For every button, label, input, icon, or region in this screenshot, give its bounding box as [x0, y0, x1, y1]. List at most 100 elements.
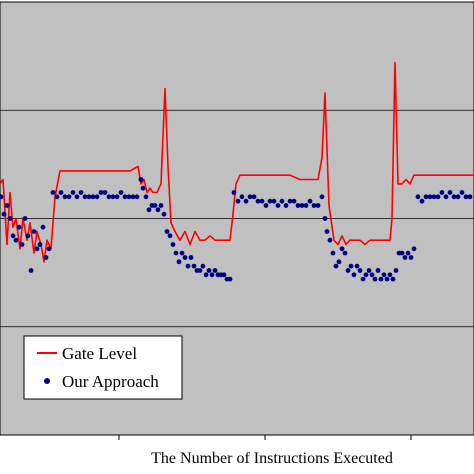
data-point-our-approach [411, 246, 417, 252]
data-point-our-approach [435, 194, 441, 200]
data-point-our-approach [299, 203, 305, 208]
data-point-our-approach [179, 250, 185, 256]
data-point-our-approach [330, 250, 336, 256]
data-point-our-approach [431, 194, 437, 200]
data-point-our-approach [182, 255, 188, 260]
data-point-our-approach [259, 198, 265, 204]
data-point-our-approach [7, 216, 13, 221]
data-point-our-approach [54, 194, 60, 200]
data-point-our-approach [363, 272, 369, 278]
data-point-our-approach [247, 194, 253, 200]
data-point-our-approach [295, 203, 301, 208]
legend-box [23, 335, 183, 400]
data-point-our-approach [122, 194, 128, 200]
data-point-our-approach [451, 194, 457, 200]
data-point-our-approach [106, 194, 112, 200]
data-point-our-approach [322, 216, 328, 221]
data-point-our-approach [78, 190, 84, 195]
data-point-our-approach [345, 268, 351, 273]
data-point-our-approach [372, 276, 378, 282]
data-point-our-approach [167, 233, 173, 239]
data-point-our-approach [22, 216, 28, 221]
data-point-our-approach [333, 263, 339, 269]
data-point-our-approach [98, 190, 104, 195]
data-point-our-approach [378, 276, 384, 282]
data-point-our-approach [191, 263, 197, 269]
data-point-our-approach [58, 190, 64, 195]
data-point-our-approach [19, 242, 25, 247]
data-point-our-approach [0, 194, 4, 200]
data-point-our-approach [62, 194, 68, 200]
data-point-our-approach [170, 242, 176, 247]
gridlines [0, 109, 474, 328]
data-point-our-approach [221, 272, 227, 278]
data-point-our-approach [381, 272, 387, 278]
data-point-our-approach [351, 272, 357, 278]
data-point-our-approach [94, 194, 100, 200]
data-point-our-approach [173, 250, 179, 256]
data-point-our-approach [86, 194, 92, 200]
data-point-our-approach [34, 246, 40, 252]
data-point-our-approach [415, 194, 421, 200]
data-point-our-approach [423, 194, 429, 200]
data-point-our-approach [161, 211, 167, 217]
data-point-our-approach [164, 229, 170, 234]
data-point-our-approach [375, 268, 381, 273]
data-point-our-approach [455, 194, 461, 200]
data-point-our-approach [90, 194, 96, 200]
x-axis-label: The Number of Instructions Executed [151, 450, 393, 467]
data-point-our-approach [360, 276, 366, 282]
data-point-our-approach [291, 198, 297, 204]
data-point-our-approach [348, 263, 354, 269]
data-point-our-approach [1, 211, 7, 217]
data-point-our-approach [369, 272, 375, 278]
data-point-our-approach [212, 268, 218, 273]
data-point-our-approach [271, 198, 277, 204]
series-marker-layer [0, 177, 473, 282]
data-point-our-approach [339, 246, 345, 252]
data-point-our-approach [155, 207, 161, 213]
data-point-our-approach [275, 203, 281, 208]
data-point-our-approach [287, 198, 293, 204]
data-point-our-approach [126, 194, 132, 200]
data-point-our-approach [387, 272, 393, 278]
legend-marker-swatch [44, 378, 50, 384]
data-point-our-approach [197, 268, 203, 273]
data-point-our-approach [342, 250, 348, 256]
data-point-our-approach [110, 194, 116, 200]
data-point-our-approach [307, 198, 313, 204]
x-axis-ticks [118, 435, 412, 440]
data-point-our-approach [427, 194, 433, 200]
data-point-our-approach [319, 194, 325, 200]
data-point-our-approach [143, 194, 149, 200]
legend-label-our-approach: Our Approach [62, 372, 159, 391]
data-point-our-approach [324, 229, 330, 234]
data-point-our-approach [235, 198, 241, 204]
data-point-our-approach [46, 246, 52, 252]
data-point-our-approach [366, 268, 372, 273]
data-point-our-approach [311, 203, 317, 208]
data-point-our-approach [439, 190, 445, 195]
data-point-our-approach [336, 259, 342, 265]
data-point-our-approach [402, 255, 408, 260]
data-point-our-approach [384, 276, 390, 282]
data-point-our-approach [467, 194, 473, 200]
data-point-our-approach [209, 272, 215, 278]
data-point-our-approach [70, 190, 76, 195]
data-point-our-approach [327, 237, 333, 243]
data-point-our-approach [140, 185, 146, 191]
data-point-our-approach [255, 198, 261, 204]
data-point-our-approach [393, 268, 399, 273]
data-point-our-approach [263, 203, 269, 208]
data-point-our-approach [50, 190, 56, 195]
data-point-our-approach [37, 242, 43, 247]
data-point-our-approach [251, 194, 257, 200]
data-point-our-approach [267, 198, 273, 204]
data-point-our-approach [102, 190, 108, 195]
data-point-our-approach [13, 237, 19, 243]
data-point-our-approach [283, 203, 289, 208]
data-point-our-approach [405, 250, 411, 256]
data-point-our-approach [459, 190, 465, 195]
data-point-our-approach [390, 276, 396, 282]
